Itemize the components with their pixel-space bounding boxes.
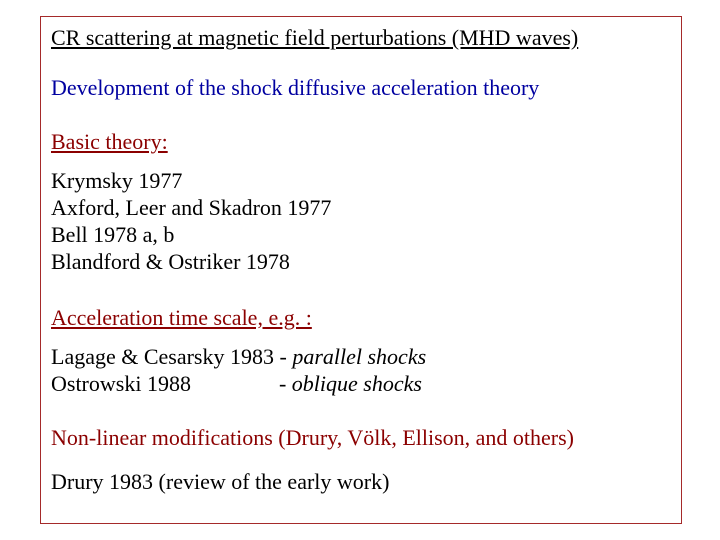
sec4: Drury 1983 (review of the early work) — [51, 469, 389, 495]
sec4-text: Drury 1983 (review of the early work) — [51, 469, 389, 494]
sec3-text: Non-linear modifications (Drury, Völk, E… — [51, 425, 574, 450]
list-item: Axford, Leer and Skadron 1977 — [51, 194, 331, 221]
sec1-list: Krymsky 1977 Axford, Leer and Skadron 19… — [51, 167, 331, 275]
slide-title: CR scattering at magnetic field perturba… — [51, 25, 578, 51]
sec2-line2gap: - — [191, 371, 292, 396]
sec2-line1a: Lagage & Cesarsky 1983 - — [51, 344, 292, 369]
sec2-line1b: parallel shocks — [292, 344, 426, 369]
title-text: CR scattering at magnetic field perturba… — [51, 25, 578, 50]
sec3: Non-linear modifications (Drury, Völk, E… — [51, 425, 574, 451]
sec1-head-text: Basic theory: — [51, 129, 168, 154]
sec2-line2b: oblique shocks — [292, 371, 422, 396]
list-item: Blandford & Ostriker 1978 — [51, 248, 331, 275]
subtitle: Development of the shock diffusive accel… — [51, 75, 539, 101]
subtitle-text: Development of the shock diffusive accel… — [51, 75, 539, 100]
sec2-head: Acceleration time scale, e.g. : — [51, 305, 312, 331]
sec2-line1: Lagage & Cesarsky 1983 - parallel shocks — [51, 343, 426, 370]
list-item: Bell 1978 a, b — [51, 221, 331, 248]
slide-box: CR scattering at magnetic field perturba… — [40, 16, 682, 524]
list-item: Krymsky 1977 — [51, 167, 331, 194]
sec2-line2a: Ostrowski 1988 — [51, 371, 191, 396]
sec1-head: Basic theory: — [51, 129, 168, 155]
sec2-head-text: Acceleration time scale, e.g. : — [51, 305, 312, 330]
sec2-body: Lagage & Cesarsky 1983 - parallel shocks… — [51, 343, 426, 397]
sec2-line2: Ostrowski 1988 - oblique shocks — [51, 370, 426, 397]
